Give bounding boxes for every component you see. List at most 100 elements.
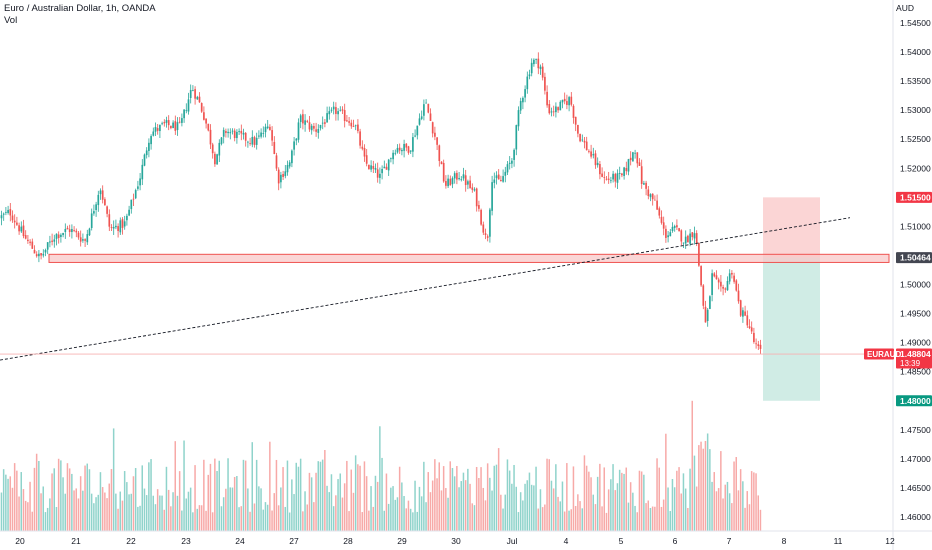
volume-bar [282, 467, 284, 531]
candle-body [495, 175, 498, 179]
volume-bar [695, 486, 698, 531]
volume-bar [665, 433, 667, 531]
volume-bar [726, 481, 729, 531]
volume-bar [398, 466, 401, 531]
candle-body [99, 190, 102, 195]
support-resistance-zone [48, 253, 890, 263]
candle-body [363, 148, 366, 157]
volume-bar [192, 512, 194, 531]
volume-bar [511, 483, 513, 531]
candle-body [599, 163, 601, 175]
volume-bar [660, 506, 663, 531]
candle-body [640, 166, 643, 185]
candle-body [313, 126, 315, 129]
volume-bar [460, 481, 462, 531]
volume-bar [563, 511, 566, 531]
candle-body [381, 169, 383, 174]
candle-body [170, 125, 172, 129]
volume-bar [33, 467, 36, 531]
volume-bar [240, 506, 242, 531]
candle-body [260, 132, 262, 137]
volume-bar [504, 494, 506, 531]
volume-bar [216, 470, 218, 531]
candle-body [174, 121, 177, 131]
volume-bar [350, 469, 352, 531]
volume-bar [731, 503, 733, 531]
volume-bar [497, 448, 500, 531]
candle-body [566, 101, 568, 105]
volume-bar [194, 465, 196, 531]
symbol-tag [864, 348, 894, 360]
candle-body [222, 129, 225, 137]
volume-bar [112, 428, 115, 531]
candle-body [284, 171, 287, 177]
candle-body [456, 172, 458, 180]
candle-body [656, 200, 658, 210]
candle-body [478, 205, 480, 209]
overlay-layer [0, 217, 893, 361]
volume-bar [277, 505, 280, 531]
volume-bar [84, 465, 86, 531]
candle-body [225, 131, 227, 133]
candle-body [662, 222, 665, 229]
volume-bar [733, 461, 735, 531]
volume-bar [227, 458, 229, 531]
volume-bar [90, 493, 93, 531]
candle-body [112, 226, 115, 229]
volume-bar [108, 483, 110, 531]
volume-bar [137, 506, 139, 531]
candle-body [473, 189, 476, 191]
candle-body [515, 125, 518, 150]
candle-body [291, 150, 293, 164]
volume-bar [559, 501, 561, 531]
candle-body [167, 120, 170, 126]
volume-bar [462, 472, 465, 531]
candle-body [139, 178, 141, 186]
candle-body [53, 239, 56, 242]
candle-body [176, 122, 179, 131]
candle-body [60, 234, 62, 237]
time-axis[interactable]: 20 21 22 23 24 27 28 29 30 Jul 4 5 6 7 8 11 12 [15, 536, 895, 546]
volume-bar [266, 504, 269, 531]
candle-body [200, 103, 203, 112]
volume-bar [374, 475, 377, 531]
candle-body [20, 226, 23, 232]
candle-body [684, 236, 687, 244]
volume-bar [704, 440, 707, 531]
candle-body [695, 233, 698, 243]
candle-body [563, 98, 566, 102]
trendline [0, 217, 851, 361]
candle-body [713, 273, 716, 277]
candle-body [101, 190, 104, 200]
volume-bar [236, 475, 238, 531]
volume-bar [44, 512, 47, 531]
volume-bar [643, 474, 645, 531]
volume-bar [467, 468, 469, 531]
volume-bar [590, 477, 592, 531]
price-tick-label: 1.52500 [900, 134, 931, 144]
candle-body [24, 235, 27, 239]
candle-body [379, 173, 381, 178]
volume-bar [702, 448, 704, 531]
candle-body [489, 209, 491, 237]
candle-body [196, 96, 199, 100]
volume-bar [713, 472, 715, 531]
time-tick-label: 29 [397, 536, 407, 546]
candle-body [33, 249, 36, 254]
volume-bar [68, 468, 71, 531]
candle-body [574, 116, 577, 125]
candle-body [755, 343, 757, 345]
candle-body [280, 174, 282, 183]
volume-bar [579, 501, 581, 531]
volume-bar [339, 473, 341, 531]
volume-bar [101, 487, 104, 531]
volume-bar [678, 467, 680, 531]
volume-bar [308, 472, 311, 531]
volume-bar [249, 511, 251, 531]
volume-bar [407, 500, 410, 531]
candle-body [66, 227, 69, 230]
candle-body [205, 118, 207, 124]
candle-body [592, 154, 595, 156]
